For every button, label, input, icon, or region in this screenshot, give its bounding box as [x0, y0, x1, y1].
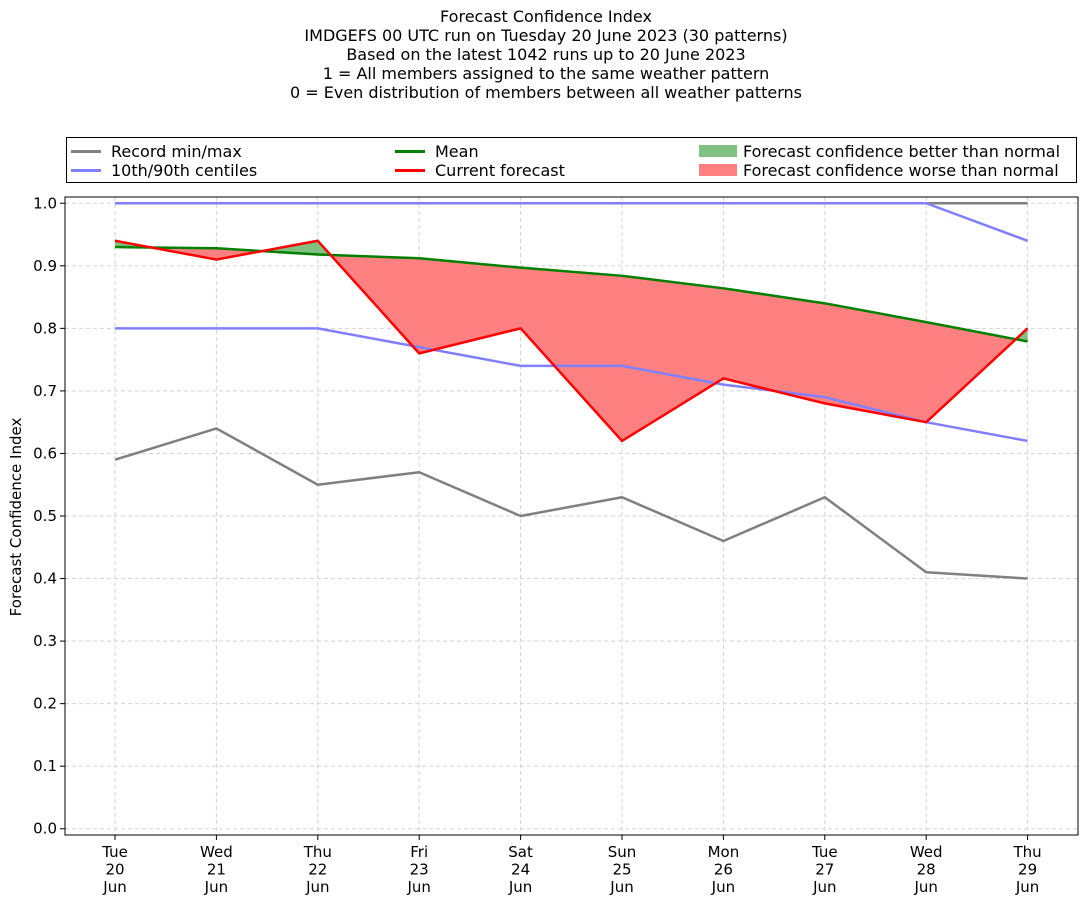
x-tick-label-0-2: Jun	[102, 878, 126, 896]
legend-centiles: 10th/90th centiles	[71, 160, 258, 180]
legend-worse-label: Forecast confidence worse than normal	[743, 160, 1059, 180]
x-tick-label-9-0: Thu	[1013, 843, 1042, 861]
y-tick-label-2: 0.2	[33, 695, 57, 713]
line-90th-centile	[115, 202, 1029, 242]
y-tick-label-1: 0.1	[33, 757, 57, 775]
x-tick-label-5-0: Sun	[608, 843, 637, 861]
y-tick-label-0: 0.0	[33, 820, 57, 838]
x-tick-label-6-1: 26	[714, 861, 733, 879]
x-tick-label-0-0: Tue	[101, 843, 128, 861]
x-tick-label-4-2: Jun	[508, 878, 532, 896]
y-tick-label-5: 0.5	[33, 507, 57, 525]
legend-mean-label: Mean	[435, 141, 479, 161]
legend-mean: Mean	[395, 141, 479, 161]
line-record-min	[114, 427, 1028, 580]
line-layer	[114, 202, 1029, 580]
x-tick-label-6-0: Mon	[708, 843, 740, 861]
x-tick-label-4-0: Sat	[508, 843, 533, 861]
axis-layer: 0.00.10.20.30.40.50.60.70.80.91.0Tue20Ju…	[33, 194, 1079, 896]
legend-current-swatch	[395, 168, 425, 172]
x-tick-label-7-1: 27	[815, 861, 834, 879]
chart-title: Forecast Confidence Index IMDGEFS 00 UTC…	[0, 7, 1092, 102]
y-tick-label-9: 0.9	[33, 257, 57, 275]
legend-record-label: Record min/max	[111, 141, 242, 161]
legend-better: Forecast confidence better than normal	[699, 141, 1061, 161]
title-line-3: Based on the latest 1042 runs up to 20 J…	[346, 45, 746, 64]
x-tick-label-9-2: Jun	[1015, 878, 1039, 896]
x-tick-label-1-2: Jun	[204, 878, 228, 896]
fill-worse-3	[330, 255, 1016, 441]
legend-current-label: Current forecast	[435, 160, 565, 180]
title-line-2: IMDGEFS 00 UTC run on Tuesday 20 June 20…	[304, 26, 788, 45]
x-tick-label-0-1: 20	[105, 861, 124, 879]
x-tick-label-7-2: Jun	[812, 878, 836, 896]
line-10th-centile	[115, 327, 1028, 443]
legend: Record min/max 10th/90th centiles Mean C…	[66, 137, 1077, 183]
x-tick-label-1-1: 21	[207, 861, 226, 879]
legend-better-label: Forecast confidence better than normal	[743, 141, 1061, 161]
x-tick-label-3-0: Fri	[410, 843, 428, 861]
x-tick-label-2-1: 22	[308, 861, 327, 879]
legend-record: Record min/max	[71, 141, 242, 161]
legend-centiles-label: 10th/90th centiles	[111, 160, 258, 180]
x-tick-label-8-1: 28	[917, 861, 936, 879]
x-tick-label-5-2: Jun	[609, 878, 633, 896]
legend-worse-swatch	[699, 164, 737, 176]
x-tick-label-5-1: 25	[612, 861, 631, 879]
title-line-1: Forecast Confidence Index	[440, 7, 652, 26]
y-tick-label-4: 0.4	[33, 570, 57, 588]
legend-current: Current forecast	[395, 160, 565, 180]
y-axis-label: Forecast Confidence Index	[7, 418, 25, 617]
x-tick-label-7-0: Tue	[811, 843, 838, 861]
legend-centiles-swatch	[71, 168, 101, 172]
y-tick-label-3: 0.3	[33, 632, 57, 650]
legend-worse: Forecast confidence worse than normal	[699, 160, 1059, 180]
y-tick-label-6: 0.6	[33, 444, 57, 462]
x-tick-label-3-2: Jun	[406, 878, 430, 896]
y-tick-label-7: 0.7	[33, 382, 57, 400]
x-tick-label-2-0: Thu	[303, 843, 332, 861]
line-current-forecast	[114, 239, 1029, 443]
legend-better-swatch	[699, 145, 737, 157]
x-tick-label-6-2: Jun	[711, 878, 735, 896]
y-tick-label-10: 1.0	[33, 194, 57, 212]
x-tick-label-8-2: Jun	[913, 878, 937, 896]
title-line-5: 0 = Even distribution of members between…	[289, 83, 803, 102]
legend-mean-swatch	[395, 149, 425, 153]
title-line-4: 1 = All members assigned to the same wea…	[322, 64, 770, 83]
x-tick-label-2-2: Jun	[305, 878, 329, 896]
x-tick-label-9-1: 29	[1018, 861, 1037, 879]
legend-record-swatch	[71, 149, 101, 153]
x-tick-label-8-0: Wed	[910, 843, 943, 861]
x-tick-label-1-0: Wed	[200, 843, 233, 861]
y-tick-label-8: 0.8	[33, 319, 57, 337]
x-tick-label-3-1: 23	[410, 861, 429, 879]
x-tick-label-4-1: 24	[511, 861, 530, 879]
